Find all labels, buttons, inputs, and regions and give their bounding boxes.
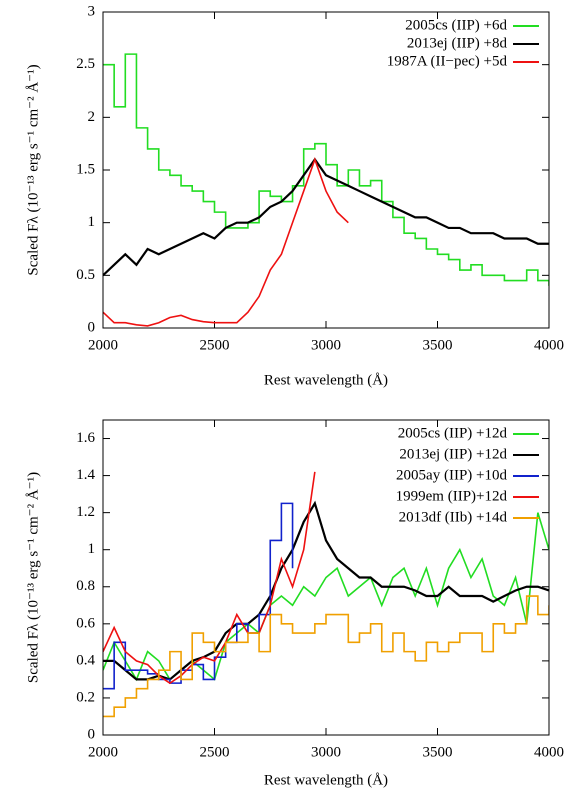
x-tick-label: 2500 <box>200 337 230 353</box>
y-tick-label: 1.4 <box>76 467 95 483</box>
plot-frame <box>102 419 550 736</box>
y-tick-label: 0 <box>88 726 96 742</box>
x-tick-label: 4000 <box>534 337 564 353</box>
y-tick-label: 1 <box>88 541 96 557</box>
legend-label: 1987A (II−pec) +5d <box>387 53 508 69</box>
legend-label: 2005ay (IIP) +10d <box>396 467 507 483</box>
y-tick-label: 1.6 <box>76 430 95 446</box>
y-tick-label: 0.6 <box>76 615 95 631</box>
plot-area <box>103 53 549 327</box>
y-tick-label: 1.5 <box>76 161 95 177</box>
spectrum-line <box>103 500 549 681</box>
spectrum-line <box>103 502 294 690</box>
y-tick-label: 1.2 <box>76 504 95 520</box>
y-axis-label: Scaled Fλ (10⁻¹³ erg s⁻¹ cm⁻² Å⁻¹) <box>25 472 41 683</box>
x-tick-label: 2000 <box>88 744 118 760</box>
legend-label: 2005cs (IIP) +12d <box>398 425 508 441</box>
y-tick-label: 2 <box>88 109 96 125</box>
legend-label: 2013ej (IIP) +8d <box>407 35 508 51</box>
x-axis-label: Rest wavelength (Å) <box>264 372 388 388</box>
x-tick-label: 3500 <box>423 337 453 353</box>
y-tick-label: 0.8 <box>76 578 95 594</box>
x-tick-label: 2000 <box>88 337 118 353</box>
plot-frame <box>102 11 550 329</box>
y-tick-label: 2.5 <box>76 56 95 72</box>
spectrum-line <box>103 53 549 286</box>
y-tick-label: 3 <box>88 3 96 19</box>
x-tick-label: 4000 <box>534 744 564 760</box>
y-tick-label: 0.4 <box>76 652 95 668</box>
y-tick-label: 0.5 <box>76 267 95 283</box>
y-tick-label: 0 <box>88 319 96 335</box>
y-tick-label: 1 <box>88 214 96 230</box>
y-tick-label: 0.2 <box>76 689 95 705</box>
spectrum-line <box>103 471 316 685</box>
x-tick-label: 3000 <box>311 337 341 353</box>
spectrum-line <box>103 157 549 277</box>
x-tick-label: 3500 <box>423 744 453 760</box>
y-axis-label: Scaled Fλ (10⁻¹³ erg s⁻¹ cm⁻² Å⁻¹) <box>25 64 41 275</box>
legend-label: 2005cs (IIP) +6d <box>405 17 507 33</box>
x-axis-label: Rest wavelength (Å) <box>264 772 388 788</box>
x-tick-label: 3000 <box>311 744 341 760</box>
x-tick-label: 2500 <box>200 744 230 760</box>
spectrum-line <box>103 595 549 718</box>
legend-label: 1999em (IIP)+12d <box>396 488 508 504</box>
legend-label: 2013df (IIb) +14d <box>399 509 508 525</box>
plot-area <box>103 471 549 718</box>
legend-label: 2013ej (IIP) +12d <box>399 446 507 462</box>
spectrum-line <box>103 157 349 327</box>
